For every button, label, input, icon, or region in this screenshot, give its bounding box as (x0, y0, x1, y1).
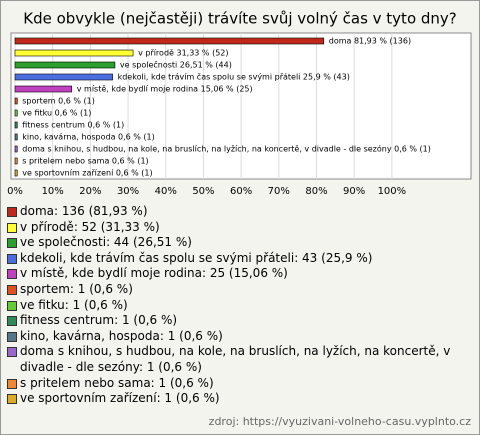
legend-swatch (7, 207, 17, 217)
legend-item: doma s knihou, s hudbou, na kole, na bru… (7, 344, 473, 375)
chart: Kde obvykle (nejčastěji) trávíte svůj vo… (7, 10, 472, 197)
legend-swatch (7, 284, 17, 295)
x-tick-label: 100% (378, 186, 407, 197)
legend-label: doma: 136 (81,93 %) (20, 204, 148, 218)
value-label: v místě, kde bydlí moje rodina 15,06 % (… (77, 85, 253, 94)
legend-label: v místě, kde bydlí moje rodina: 25 (15,0… (20, 266, 288, 281)
bar (14, 133, 18, 141)
legend-label: ve společnosti: 44 (26,51 %) (20, 235, 192, 250)
legend-label: v přírodě: 52 (31,33 %) (20, 219, 160, 234)
legend-swatch (7, 269, 17, 280)
chart-title: Kde obvykle (nejčastěji) trávíte svůj vo… (23, 10, 457, 28)
legend-item: kdekoli, kde trávím čas spolu se svými p… (7, 251, 473, 267)
x-tick-label: 90% (343, 186, 365, 197)
legend-item: ve fitku: 1 (0,6 %) (7, 298, 473, 314)
source: zdroj: https://vyuzivani-volneho-casu.vy… (208, 415, 471, 428)
legend-swatch (7, 378, 17, 389)
bar (14, 49, 134, 57)
x-tick-label: 10% (42, 186, 64, 197)
legend-swatch (7, 238, 17, 249)
legend-item: sportem: 1 (0,6 %) (7, 282, 473, 298)
bar (14, 121, 18, 129)
x-tick-label: 40% (155, 186, 177, 197)
x-tick-label: 0% (7, 186, 23, 197)
value-label: sportem 0,6 % (1) (22, 97, 95, 106)
legend-label: ve sportovním zařízení: 1 (0,6 %) (20, 391, 220, 406)
bar (14, 97, 18, 105)
legend-label: fitness centrum: 1 (0,6 %) (20, 313, 178, 328)
legend-item: v přírodě: 52 (31,33 %) (7, 220, 473, 236)
value-label: ve fitku 0,6 % (1) (22, 109, 91, 118)
x-tick-label: 70% (268, 186, 290, 197)
x-tick-label: 60% (230, 186, 252, 197)
x-tick-label: 50% (192, 186, 214, 197)
legend-swatch (7, 253, 17, 264)
bar (14, 157, 18, 165)
legend-swatch (7, 300, 17, 311)
legend-item: v místě, kde bydlí moje rodina: 25 (15,0… (7, 266, 473, 282)
bar (14, 145, 18, 153)
legend-swatch (7, 394, 17, 405)
value-label: fitness centrum 0,6 % (1) (22, 121, 124, 130)
x-tick-label: 20% (79, 186, 101, 197)
bar (14, 73, 113, 81)
value-label: doma 81,93 % (136) (329, 37, 411, 46)
legend-item: kino, kavárna, hospoda: 1 (0,6 %) (7, 329, 473, 345)
legend-label: kino, kavárna, hospoda: 1 (0,6 %) (20, 328, 223, 343)
legend-swatch (7, 316, 17, 327)
value-label: doma s knihou, s hudbou, na kole, na bru… (22, 144, 431, 154)
value-label: ve sportovním zařízení 0,6 % (1) (22, 169, 152, 178)
legend-item: ve společnosti: 44 (26,51 %) (7, 235, 473, 251)
bar (14, 61, 116, 69)
legend-swatch (7, 222, 17, 233)
bar (14, 85, 73, 93)
value-label: ve společnosti 26,51 % (44) (120, 60, 232, 70)
value-label: kino, kavárna, hospoda 0,6 % (1) (22, 133, 155, 142)
value-label: s pritelem nebo sama 0,6 % (1) (22, 157, 148, 166)
legend-item: s pritelem nebo sama: 1 (0,6 %) (7, 376, 473, 392)
bar (14, 169, 18, 177)
value-label: kdekoli, kde trávím čas spolu se svými p… (118, 72, 350, 82)
legend: doma: 136 (81,93 %) v přírodě: 52 (31,33 … (7, 204, 473, 407)
x-tick-label: 80% (305, 186, 327, 197)
legend-label: doma s knihou, s hudbou, na kole, na bru… (20, 344, 451, 374)
legend-label: ve fitku: 1 (0,6 %) (20, 297, 128, 312)
bar (14, 109, 18, 117)
legend-swatch (7, 331, 17, 342)
legend-item: fitness centrum: 1 (0,6 %) (7, 313, 473, 329)
legend-item: ve sportovním zařízení: 1 (0,6 %) (7, 391, 473, 407)
legend-label: s pritelem nebo sama: 1 (0,6 %) (20, 375, 214, 390)
legend-label: sportem: 1 (0,6 %) (20, 281, 133, 296)
value-label: v přírodě 31,33 % (52) (138, 49, 228, 58)
legend-swatch (7, 347, 17, 358)
x-tick-label: 30% (117, 186, 139, 197)
bar (14, 37, 325, 45)
legend-item: doma: 136 (81,93 %) (7, 204, 473, 220)
legend-label: kdekoli, kde trávím čas spolu se svými p… (20, 250, 373, 265)
